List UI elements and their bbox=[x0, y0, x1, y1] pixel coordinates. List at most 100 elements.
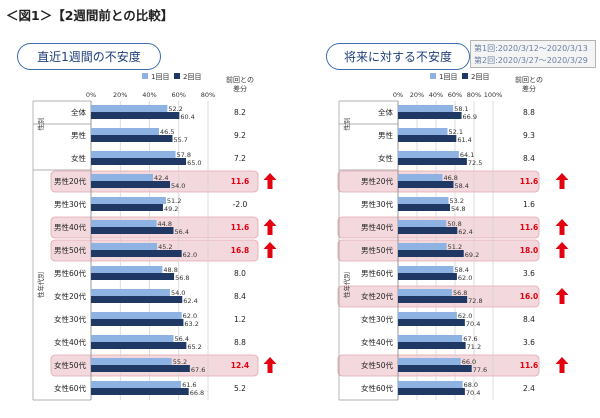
x-tick-label: 0% bbox=[393, 91, 403, 99]
x-tick-label: 80% bbox=[201, 91, 215, 99]
bar-2-女性40代 bbox=[398, 342, 466, 349]
x-tick-label: 60% bbox=[172, 91, 186, 99]
highlight-band-男性50代 bbox=[50, 239, 259, 262]
value-label-2: 72.8 bbox=[468, 297, 482, 305]
diff-value: 5.2 bbox=[234, 384, 246, 393]
survey-period-note: 第1回:2020/3/12～2020/3/13 第2回:2020/3/27～20… bbox=[470, 40, 596, 68]
diff-value: 9.2 bbox=[234, 131, 246, 140]
bar-1-女性50代 bbox=[91, 358, 172, 365]
diff-value: 8.0 bbox=[234, 269, 246, 278]
x-tick-label: 20% bbox=[410, 91, 424, 99]
value-label-2: 67.6 bbox=[191, 366, 205, 374]
category-label: 女性 bbox=[378, 153, 393, 163]
value-label-1: 58.4 bbox=[454, 266, 468, 274]
group-label: 性年代別 bbox=[36, 272, 45, 298]
category-label: 男性 bbox=[71, 130, 86, 140]
value-label-1: 50.8 bbox=[447, 220, 461, 228]
legend-label-2: 2回目 bbox=[471, 73, 489, 81]
legend-swatch-2 bbox=[462, 73, 468, 79]
category-label: 男性20代 bbox=[54, 176, 87, 186]
bar-2-女性60代 bbox=[91, 388, 189, 395]
x-tick-label: 40% bbox=[142, 91, 156, 99]
up-arrow-icon bbox=[555, 357, 569, 373]
bar-1-男性20代 bbox=[91, 174, 154, 181]
category-label: 女性40代 bbox=[361, 337, 394, 347]
bar-2-女性 bbox=[398, 158, 467, 165]
bar-1-男性 bbox=[91, 128, 160, 135]
legend-label-1: 1回目 bbox=[151, 73, 169, 81]
diff-value: 1.2 bbox=[234, 315, 246, 324]
bar-2-女性50代 bbox=[91, 365, 190, 372]
bar-2-男性 bbox=[91, 135, 173, 142]
bar-1-女性20代 bbox=[398, 289, 452, 296]
category-label: 女性60代 bbox=[54, 383, 87, 393]
bar-2-男性30代 bbox=[91, 204, 163, 211]
value-label-1: 51.2 bbox=[167, 197, 181, 205]
bar-1-全体 bbox=[398, 105, 454, 112]
bar-1-女性60代 bbox=[91, 381, 182, 388]
value-label-2: 77.6 bbox=[473, 366, 487, 374]
x-tick-label: 20% bbox=[113, 91, 127, 99]
category-label: 男性20代 bbox=[361, 176, 394, 186]
survey-period-1: 第1回:2020/3/12～2020/3/13 bbox=[474, 44, 588, 53]
category-label: 全体 bbox=[71, 107, 86, 117]
diff-value: 8.4 bbox=[234, 292, 246, 301]
bar-1-男性60代 bbox=[91, 266, 163, 273]
diff-header-2: 差分 bbox=[522, 84, 536, 93]
bar-2-女性20代 bbox=[91, 296, 183, 303]
bar-2-女性40代 bbox=[91, 342, 187, 349]
diff-value: 3.6 bbox=[523, 269, 535, 278]
up-arrow-icon bbox=[555, 173, 569, 189]
bar-1-全体 bbox=[91, 105, 168, 112]
value-label-1: 62.0 bbox=[458, 312, 472, 320]
value-label-2: 49.2 bbox=[164, 205, 178, 213]
diff-value: 8.8 bbox=[523, 108, 535, 117]
up-arrow-icon bbox=[263, 219, 277, 235]
category-label: 女性50代 bbox=[54, 360, 87, 370]
diff-value: 1.6 bbox=[523, 200, 535, 209]
bar-2-全体 bbox=[398, 112, 462, 119]
legend-label-2: 2回目 bbox=[183, 73, 201, 81]
x-tick-label: 40% bbox=[429, 91, 443, 99]
bar-2-男性50代 bbox=[398, 250, 464, 257]
diff-value: 11.6 bbox=[520, 177, 539, 186]
diff-value: 11.6 bbox=[520, 223, 539, 232]
x-tick-label: 60% bbox=[448, 91, 462, 99]
diff-value: 7.2 bbox=[234, 154, 246, 163]
value-label-1: 55.2 bbox=[173, 358, 187, 366]
bar-2-全体 bbox=[91, 112, 180, 119]
value-label-1: 61.6 bbox=[182, 381, 196, 389]
category-label: 女性20代 bbox=[361, 291, 394, 301]
bar-1-女性30代 bbox=[398, 312, 457, 319]
value-label-1: 46.5 bbox=[160, 128, 174, 136]
bar-2-女性 bbox=[91, 158, 187, 165]
category-label: 男性 bbox=[378, 130, 393, 140]
value-label-1: 68.0 bbox=[464, 381, 478, 389]
bar-1-女性60代 bbox=[398, 381, 463, 388]
bar-1-女性40代 bbox=[91, 335, 174, 342]
category-label: 女性30代 bbox=[54, 314, 87, 324]
category-label: 女性50代 bbox=[361, 360, 394, 370]
group-label: 性別 bbox=[36, 118, 45, 131]
diff-value: 3.6 bbox=[523, 338, 535, 347]
highlight-band-男性40代 bbox=[337, 216, 540, 239]
up-arrow-icon bbox=[263, 357, 277, 373]
bar-1-男性50代 bbox=[91, 243, 158, 250]
value-label-1: 42.4 bbox=[154, 174, 168, 182]
value-label-2: 62.4 bbox=[183, 297, 197, 305]
value-label-1: 51.2 bbox=[448, 243, 462, 251]
value-label-1: 44.8 bbox=[158, 220, 172, 228]
legend-label-1: 1回目 bbox=[439, 73, 457, 81]
x-tick-label: 0% bbox=[86, 91, 96, 99]
bar-2-男性60代 bbox=[398, 273, 457, 280]
bar-2-女性20代 bbox=[398, 296, 468, 303]
diff-value: 16.0 bbox=[520, 292, 539, 301]
value-label-2: 69.2 bbox=[465, 251, 479, 259]
legend-swatch-1 bbox=[142, 73, 148, 79]
bar-1-男性40代 bbox=[91, 220, 157, 227]
diff-header-2: 差分 bbox=[233, 84, 247, 93]
value-label-1: 45.2 bbox=[158, 243, 172, 251]
bar-2-女性60代 bbox=[398, 388, 465, 395]
left-chart-title: 直近1週間の不安度 bbox=[17, 43, 161, 70]
up-arrow-icon bbox=[263, 242, 277, 258]
